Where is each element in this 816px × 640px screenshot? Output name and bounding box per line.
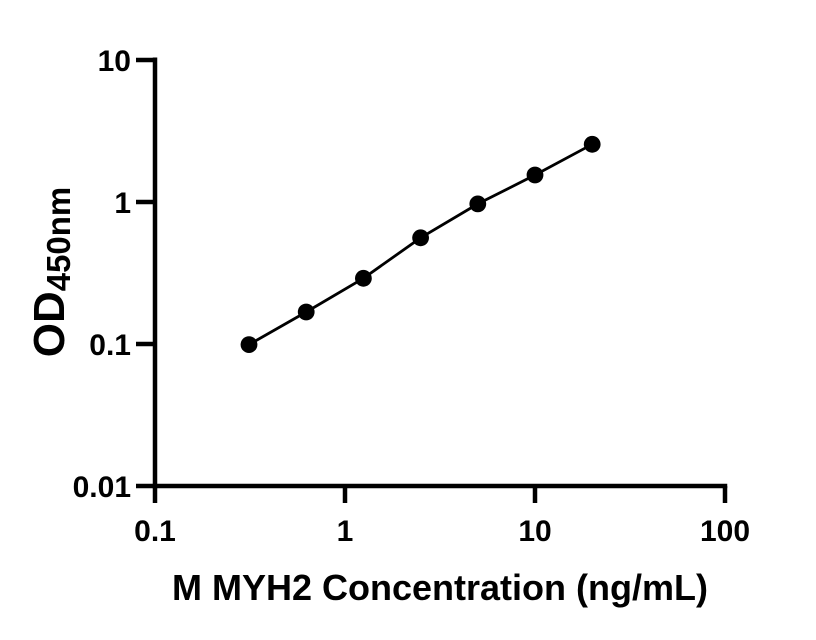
x-axis-title: M MYH2 Concentration (ng/mL) — [172, 567, 708, 608]
data-point-2.5 — [412, 229, 429, 247]
data-point-5 — [469, 195, 487, 213]
data-point-10 — [526, 166, 544, 184]
data-point-1.25 — [355, 269, 372, 287]
y-tick-label-0.01: 0.01 — [73, 471, 131, 504]
data-point-0.625 — [297, 303, 315, 321]
y-tick-label-10: 10 — [98, 45, 131, 78]
data-point-0.3125 — [240, 336, 258, 353]
data-point-20 — [583, 135, 601, 153]
x-tick-label-1: 1 — [337, 515, 354, 548]
axes — [136, 57, 728, 503]
y-tick-label-1: 1 — [114, 187, 131, 220]
x-tick-label-0.1: 0.1 — [134, 515, 176, 548]
data-series — [240, 135, 601, 353]
y-axis-title-subscript: 450nm — [40, 187, 77, 292]
y-axis-title: OD450nm — [25, 187, 77, 358]
y-tick-label-0.1: 0.1 — [89, 329, 131, 362]
y-axis-title-main: OD — [25, 291, 74, 357]
x-tick-label-100: 100 — [700, 515, 750, 548]
x-tick-label-10: 10 — [518, 515, 551, 548]
